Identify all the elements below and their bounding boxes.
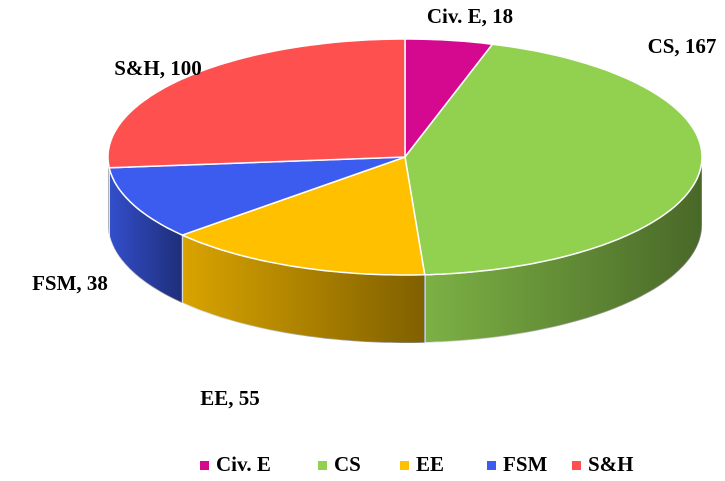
slice-side-shade	[182, 235, 425, 343]
legend-label: EE	[416, 452, 444, 476]
slice	[180, 155, 426, 276]
slice	[404, 38, 494, 160]
data-labels: Civ. E, 18 CS, 167 EE, 55 FSM, 38 S&H, 100	[32, 4, 716, 410]
slice	[404, 43, 703, 276]
pie-sides	[107, 156, 703, 344]
legend-swatch	[572, 461, 581, 470]
data-label: S&H, 100	[114, 56, 202, 80]
slice-side-shade	[424, 157, 702, 343]
data-label: EE, 55	[200, 386, 260, 410]
legend-label: CS	[334, 452, 361, 476]
legend-label: Civ. E	[216, 452, 271, 476]
slice	[108, 156, 406, 236]
legend-label: FSM	[503, 452, 548, 476]
legend: Civ. E CS EE FSM S&H	[200, 452, 634, 476]
legend-swatch	[400, 461, 409, 470]
slice-side-shade	[109, 167, 183, 304]
legend-label: S&H	[588, 452, 634, 476]
legend-swatch	[318, 461, 327, 470]
slice	[107, 38, 406, 169]
legend-swatch	[200, 461, 209, 470]
data-label: CS, 167	[648, 34, 717, 58]
pie-tops	[107, 38, 703, 276]
data-label: Civ. E, 18	[427, 4, 513, 28]
legend-swatch	[487, 461, 496, 470]
slice-side-shade	[108, 157, 110, 236]
data-label: FSM, 38	[32, 271, 108, 295]
